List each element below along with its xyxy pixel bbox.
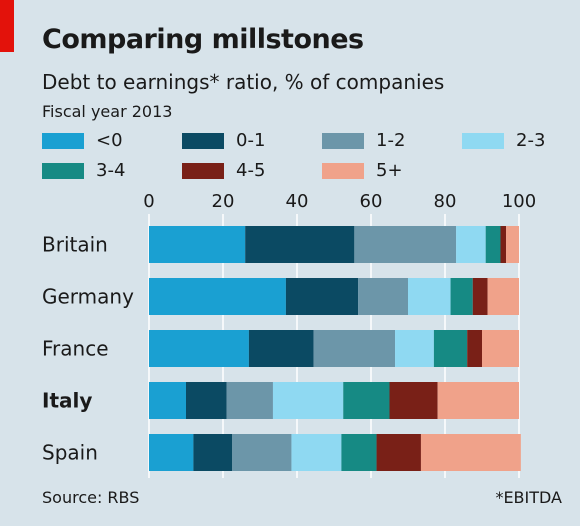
category-label: Italy — [42, 389, 92, 413]
bar-segment — [343, 382, 390, 419]
chart-title: Comparing millstones — [42, 24, 364, 55]
bar-segment — [272, 382, 344, 419]
bar-segment — [232, 434, 292, 471]
x-tick-label: 20 — [212, 191, 235, 212]
x-tick-label: 0 — [143, 191, 154, 212]
x-tick-label: 80 — [434, 191, 457, 212]
bar-segment — [450, 278, 473, 315]
bar-segment — [193, 434, 233, 471]
chart-subtitle: Debt to earnings* ratio, % of companies — [42, 70, 445, 94]
bar-segment — [245, 226, 355, 263]
bar-segment — [354, 226, 457, 263]
legend-swatch — [42, 132, 84, 149]
source-note: Source: RBS — [42, 488, 140, 507]
bar-segment — [226, 382, 273, 419]
bar-segment — [420, 434, 521, 471]
legend: <0 0-1 1-2 2-3 3-4 4-5 5+ — [42, 130, 562, 186]
brand-tab — [0, 0, 14, 52]
legend-label: 1-2 — [376, 130, 406, 151]
legend-label: 4-5 — [236, 160, 266, 181]
legend-item: 4-5 — [182, 160, 265, 181]
legend-label: 3-4 — [96, 160, 126, 181]
bar-segment — [149, 382, 186, 419]
bar-segment — [341, 434, 377, 471]
legend-swatch — [322, 162, 364, 179]
legend-swatch — [42, 162, 84, 179]
bar-segment — [149, 330, 249, 367]
legend-swatch — [182, 132, 224, 149]
legend-label: <0 — [96, 130, 123, 151]
bar-segment — [186, 382, 227, 419]
bar-segment — [285, 278, 359, 315]
bar-segment — [395, 330, 434, 367]
bar-segment — [506, 226, 519, 263]
bar-segment — [149, 434, 194, 471]
legend-item: 2-3 — [462, 130, 545, 151]
legend-swatch — [322, 132, 364, 149]
bar-segment — [376, 434, 421, 471]
bar-segment — [149, 226, 246, 263]
bar-segment — [485, 226, 501, 263]
bar-segment — [291, 434, 342, 471]
bar-segment — [149, 278, 286, 315]
bar-segment — [437, 382, 519, 419]
legend-item: 5+ — [322, 160, 403, 181]
bar-segment — [248, 330, 314, 367]
footnote: *EBITDA — [495, 488, 562, 507]
legend-swatch — [182, 162, 224, 179]
category-label: France — [42, 337, 109, 361]
legend-swatch — [462, 132, 504, 149]
bar-segment — [408, 278, 451, 315]
x-tick-label: 60 — [360, 191, 383, 212]
bar-segment — [472, 278, 488, 315]
bar-segment — [433, 330, 468, 367]
bar-segment — [482, 330, 519, 367]
legend-label: 0-1 — [236, 130, 266, 151]
x-tick-label: 40 — [286, 191, 309, 212]
bar-segment — [487, 278, 519, 315]
bar-segment — [500, 226, 507, 263]
bar-segment — [389, 382, 438, 419]
legend-label: 2-3 — [516, 130, 546, 151]
legend-label: 5+ — [376, 160, 403, 181]
category-label: Britain — [42, 233, 108, 257]
legend-item: <0 — [42, 130, 123, 151]
legend-item: 1-2 — [322, 130, 405, 151]
legend-item: 0-1 — [182, 130, 265, 151]
category-label: Spain — [42, 441, 98, 465]
category-label: Germany — [42, 285, 134, 309]
bar-segment — [313, 330, 396, 367]
chart-note: Fiscal year 2013 — [42, 102, 173, 121]
x-tick-label: 100 — [502, 191, 536, 212]
legend-item: 3-4 — [42, 160, 125, 181]
bar-segment — [467, 330, 482, 367]
bar-segment — [358, 278, 408, 315]
bar-segment — [456, 226, 486, 263]
